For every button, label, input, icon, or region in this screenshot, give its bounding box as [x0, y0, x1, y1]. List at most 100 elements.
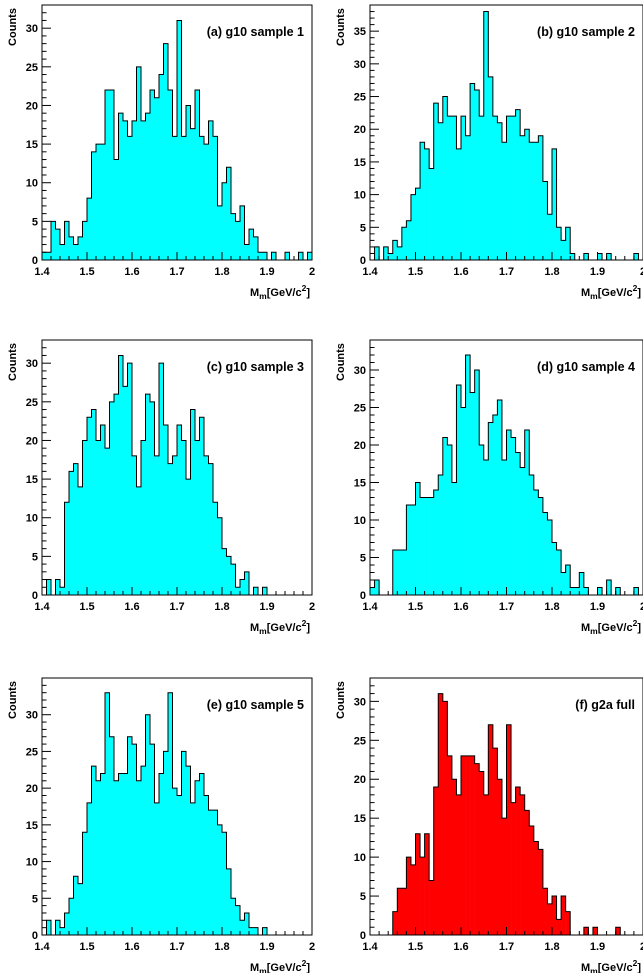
histogram-bin [461, 407, 466, 595]
x-tick-label: 1.7 [169, 266, 184, 278]
histogram-bin [159, 363, 164, 595]
y-tick-label: 10 [26, 513, 38, 525]
histogram-bin [217, 824, 223, 935]
histogram-bin [177, 795, 182, 935]
histogram-bin [231, 898, 236, 935]
x-tick-label: 1.9 [590, 601, 605, 613]
histogram-bin [226, 556, 232, 595]
histogram-bin [217, 517, 223, 595]
histogram-bin [438, 122, 444, 260]
histogram-bin [249, 229, 254, 260]
histogram-bin [159, 773, 164, 935]
x-tick-label: 1.9 [259, 266, 274, 278]
histogram-bin [105, 692, 110, 935]
y-axis: 0 5 10 15 20 25 30 [354, 339, 379, 602]
histogram-bin [132, 744, 137, 935]
histogram-bin [456, 148, 462, 260]
histogram-bin [552, 542, 557, 595]
histogram-bin [538, 849, 544, 935]
y-tick-label: 5 [360, 891, 366, 903]
panel-label: (f) g2a full [575, 698, 635, 712]
histogram-bin [141, 766, 146, 935]
histogram-bin [451, 779, 457, 935]
x-tick-label: 1.7 [499, 941, 514, 953]
x-tick-label: 1.8 [544, 266, 559, 278]
y-tick-label: 25 [26, 62, 38, 74]
y-tick-label: 15 [354, 813, 366, 825]
histogram-bin [145, 113, 151, 261]
histogram-bin [186, 105, 191, 260]
y-tick-label: 0 [32, 255, 38, 267]
histogram-bars [46, 355, 268, 595]
histogram-outline [42, 354, 312, 596]
histogram-bin [82, 221, 88, 260]
histogram-bin [583, 253, 589, 260]
histogram-bin [262, 927, 268, 935]
histogram-bin [123, 773, 128, 935]
histogram-bin [195, 780, 200, 935]
histogram-bin [524, 129, 530, 260]
histogram-bin [87, 198, 92, 260]
x-axis-title: Mm[GeV/c2] [581, 618, 641, 636]
x-tick-label: 2 [309, 941, 315, 953]
histogram-bin [429, 168, 434, 260]
histogram-bin [42, 252, 47, 260]
histogram-bin [96, 440, 101, 595]
histogram-bin [397, 550, 403, 595]
x-tick-label: 1.8 [214, 941, 229, 953]
histogram-bin [127, 136, 133, 260]
x-tick-label: 1.5 [408, 601, 423, 613]
histogram-bin [492, 116, 498, 261]
histogram-bin [132, 120, 137, 260]
x-tick-label: 2 [640, 941, 643, 953]
histogram-bin [55, 920, 61, 935]
histogram-bin [60, 587, 65, 595]
histogram-bin [109, 401, 115, 595]
histogram-bin [410, 194, 416, 260]
y-tick-label: 15 [26, 820, 38, 832]
x-tick-label: 1.8 [544, 941, 559, 953]
histogram-bin [497, 779, 503, 935]
histogram-bin [91, 151, 97, 260]
panel-label: (d) g10 sample 4 [537, 360, 635, 374]
x-axis: 1.4 1.5 1.6 1.7 1.8 1.9 2 [34, 252, 315, 278]
x-tick-label: 1.8 [544, 601, 559, 613]
histogram-bin [262, 587, 268, 595]
histogram-bin [163, 43, 169, 260]
histogram-bin [69, 471, 74, 595]
histogram-bin [69, 236, 74, 260]
x-tick-label: 1.7 [499, 601, 514, 613]
x-tick-label: 2 [309, 601, 315, 613]
histogram-bin [374, 246, 380, 260]
histogram-panel-4: 1.41.51.61.71.81.92051015202530CountsMm[… [335, 339, 643, 636]
histogram-bin [253, 927, 259, 935]
histogram-bin [177, 20, 182, 261]
histogram-bin [552, 896, 557, 935]
histogram-bin [415, 482, 421, 595]
histogram-bin [420, 497, 425, 595]
histogram-bars [392, 693, 621, 935]
histogram-bin [118, 773, 124, 935]
histogram-bin [262, 252, 268, 260]
histogram-bin [492, 415, 498, 595]
histogram-bin [258, 252, 263, 260]
x-axis-title: Mm[GeV/c2] [581, 283, 641, 301]
histogram-bin [456, 794, 462, 935]
histogram-bin [127, 363, 133, 595]
histogram-bin [82, 440, 88, 595]
histogram-bin [529, 825, 535, 935]
histogram-bin [172, 455, 178, 595]
x-tick-label: 1.8 [214, 601, 229, 613]
histogram-bin [208, 120, 214, 260]
histogram-bin [235, 905, 241, 935]
histogram-bin [465, 135, 471, 260]
histogram-bin [253, 587, 259, 595]
histogram-bin [401, 550, 407, 595]
histogram-bin [208, 463, 214, 595]
histogram-bin [64, 221, 70, 260]
panel-label: (c) g10 sample 3 [207, 360, 304, 374]
histogram-bin [442, 701, 448, 935]
histogram-bin [483, 11, 489, 261]
histogram-bin [136, 780, 142, 935]
